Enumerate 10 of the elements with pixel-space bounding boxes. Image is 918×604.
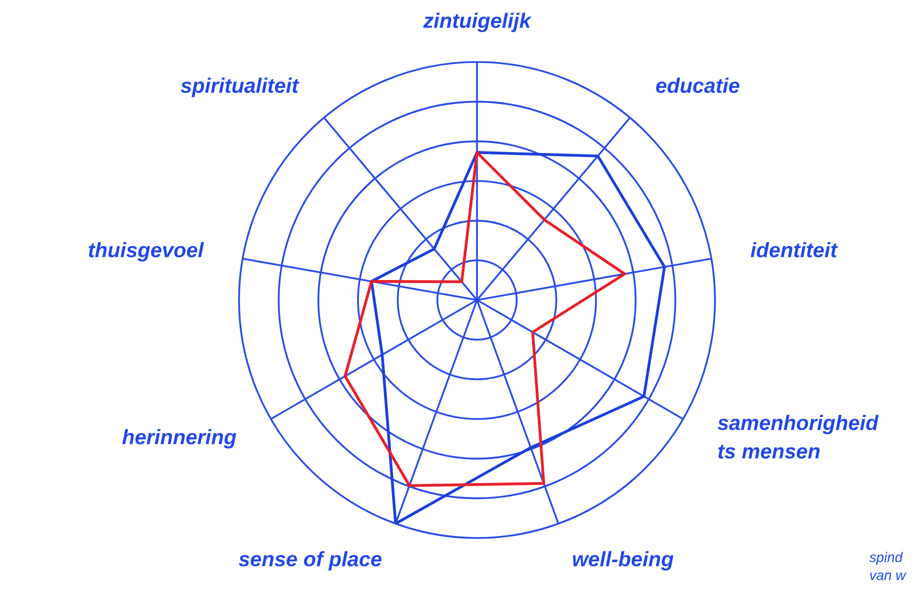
spoke-label: herinnering [122, 429, 236, 448]
spoke-label: thuisgevoel [88, 242, 204, 262]
spoke-label: zintuigelijk [423, 12, 532, 32]
spoke-label: sense of place [238, 551, 382, 571]
spoke-label: identiteit [750, 242, 838, 258]
spoke-label: samenhorigheid ts mensen [718, 414, 879, 459]
text: spind van w [869, 552, 906, 580]
spoke-label: well-being [572, 551, 674, 571]
spoke-label: spiritualiteit [180, 78, 300, 98]
spoke-label: educatie [656, 78, 740, 93]
